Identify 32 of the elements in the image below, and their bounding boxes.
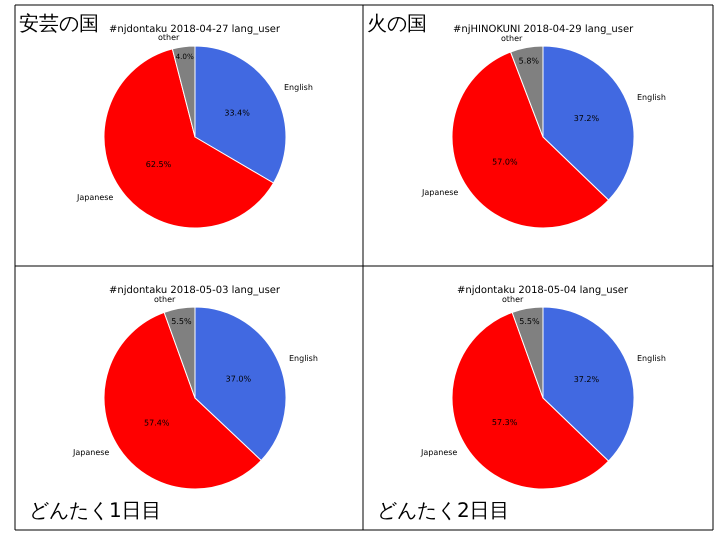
data-label: 57.0% (492, 158, 518, 167)
slice-label: English (637, 93, 666, 102)
text: どんたく1日目 (29, 498, 162, 522)
slice-label: English (289, 354, 318, 363)
data-label: 33.4% (224, 108, 250, 118)
slice-label: Japanese (72, 448, 110, 457)
data-label: 37.2% (574, 374, 600, 384)
data-label: 37.2% (574, 114, 600, 123)
data-label: 57.4% (144, 418, 170, 428)
chart-title: #njdontaku 2018-05-04 lang_user (457, 285, 629, 296)
data-label: 57.3% (492, 418, 518, 428)
slice-label: Japanese (420, 448, 458, 457)
text: 安芸の国 (19, 11, 99, 35)
slice-label: other (502, 295, 524, 304)
slice-label: Japanese (421, 188, 458, 197)
chart-title: #njdontaku 2018-04-27 lang_user (109, 24, 281, 35)
data-label: 5.5% (519, 317, 540, 326)
data-label: 37.0% (226, 374, 252, 384)
data-label: 5.5% (171, 317, 192, 326)
data-label: 4.0% (176, 52, 194, 62)
slice-label: other (501, 34, 524, 43)
text: 火の国 (367, 11, 427, 35)
slice-label: other (154, 295, 176, 304)
slice-label: English (284, 83, 313, 92)
chart-title: #njHINOKUNI 2018-04-29 lang_user (453, 24, 634, 35)
slice-label: other (158, 33, 180, 42)
chart-title: #njdontaku 2018-05-03 lang_user (109, 285, 281, 296)
data-label: 5.8% (518, 56, 540, 66)
text: どんたく2日目 (377, 498, 510, 522)
slice-label: English (637, 354, 666, 363)
slice-label: Japanese (76, 193, 114, 202)
data-label: 62.5% (146, 160, 172, 169)
